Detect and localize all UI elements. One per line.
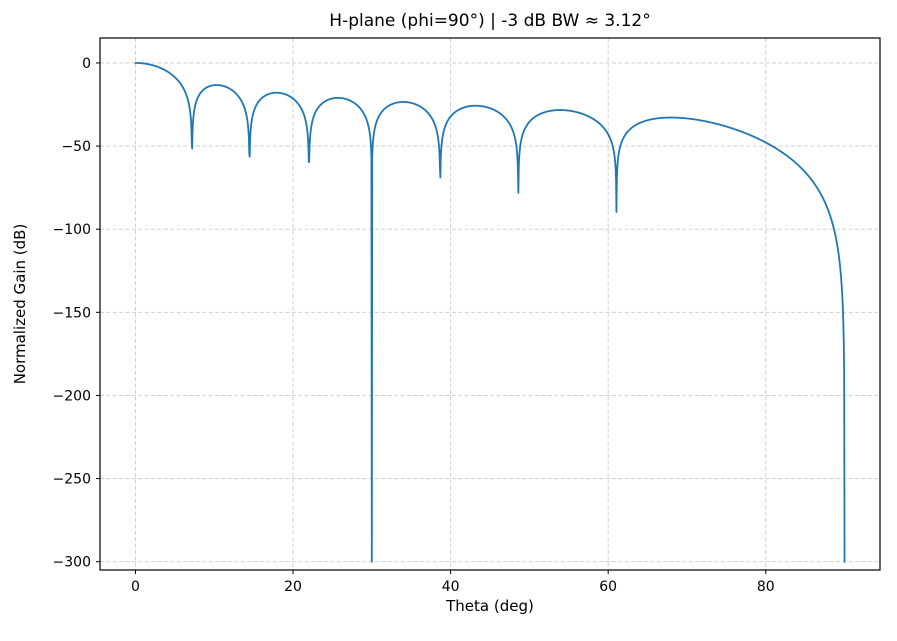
chart-title: H-plane (phi=90°) | -3 dB BW ≈ 3.12° [329,11,650,31]
y-tick-label: −50 [61,139,91,155]
x-tick-label: 40 [442,579,460,595]
y-axis-label: Normalized Gain (dB) [11,224,29,385]
axes-frame [99,37,881,571]
y-tick-label: −300 [53,555,91,571]
y-tick-label: −100 [53,222,91,238]
y-tick-label: −150 [53,305,91,321]
x-tick-label: 80 [757,579,775,595]
x-axis-label: Theta (deg) [445,597,534,615]
tick-labels: 0 20 40 60 80 0 −50 −100 −150 −200 −250 −300 [53,56,775,595]
y-tick-label: 0 [82,56,91,72]
y-tick-label: −250 [53,472,91,488]
y-tick-label: −200 [53,388,91,404]
gridlines [100,38,880,570]
pattern-curve [134,62,846,563]
x-tick-label: 60 [599,579,617,595]
axis-ticks [96,62,767,574]
x-tick-label: 0 [131,579,140,595]
x-tick-label: 20 [284,579,302,595]
curve-layer [134,62,846,563]
